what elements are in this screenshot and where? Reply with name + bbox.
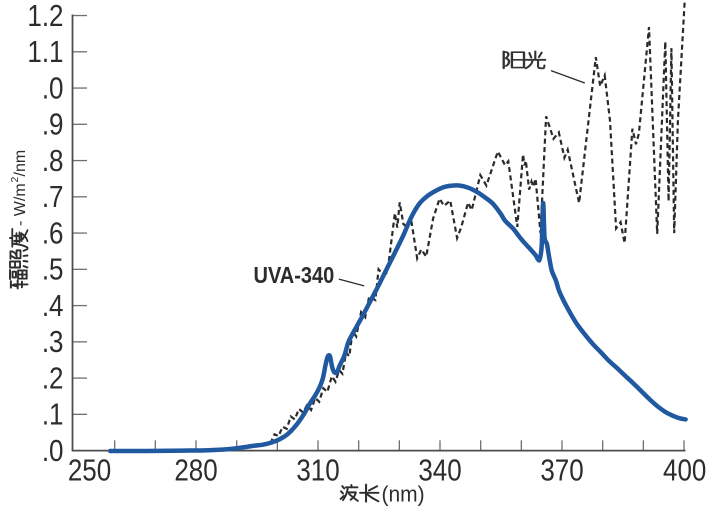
svg-text:/nm: /nm <box>12 150 29 177</box>
svg-text:310: 310 <box>296 454 339 487</box>
svg-text:1.1: 1.1 <box>27 35 63 68</box>
svg-text:.7: .7 <box>42 180 64 213</box>
svg-text:1.2: 1.2 <box>27 0 63 32</box>
svg-text:.4: .4 <box>42 289 64 322</box>
svg-text:.3: .3 <box>42 325 64 358</box>
svg-text:2: 2 <box>9 177 21 183</box>
svg-text:400: 400 <box>663 454 706 487</box>
svg-text:.0: .0 <box>42 434 64 467</box>
svg-text:.6: .6 <box>42 217 64 250</box>
svg-text:.5: .5 <box>42 253 64 286</box>
svg-text:.1: .1 <box>42 398 64 431</box>
svg-text:.8: .8 <box>42 144 64 177</box>
svg-text:- W/m: - W/m <box>12 183 29 226</box>
svg-text:.0: .0 <box>42 72 64 105</box>
svg-text:.2: .2 <box>42 362 64 395</box>
svg-text:.9: .9 <box>42 108 64 141</box>
svg-text:280: 280 <box>174 454 217 487</box>
svg-text:340: 340 <box>418 454 461 487</box>
svg-text:UVA-340: UVA-340 <box>254 262 335 289</box>
svg-text:250: 250 <box>68 454 111 487</box>
svg-text:370: 370 <box>540 454 583 487</box>
svg-text:(nm): (nm) <box>382 482 425 507</box>
